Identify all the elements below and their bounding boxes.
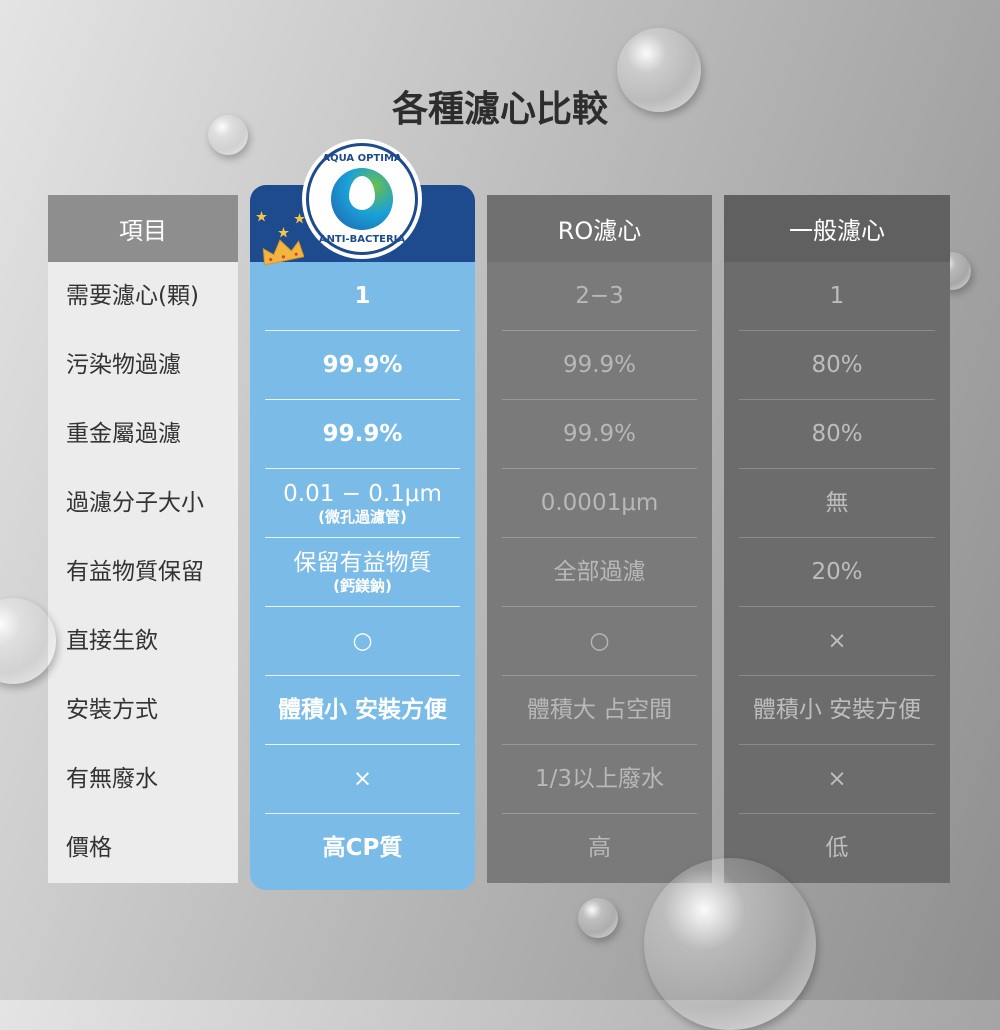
cell: 高CP質 bbox=[250, 814, 475, 883]
column-header: RO濾心 bbox=[487, 195, 712, 262]
row-label: 需要濾心(顆) bbox=[66, 283, 199, 310]
cell: 0.0001μm bbox=[487, 469, 712, 538]
cell: 高 bbox=[588, 835, 611, 862]
cell: 0.01 − 0.1μm (微孔過濾管) bbox=[250, 469, 475, 538]
cell: 99.9% bbox=[250, 331, 475, 400]
cell: 20% bbox=[724, 538, 950, 607]
cell-value: 0.01 − 0.1μm bbox=[283, 481, 442, 508]
row-label: 重金屬過濾 bbox=[66, 421, 181, 448]
row-label: 過濾分子大小 bbox=[66, 490, 204, 517]
cell: 1 bbox=[724, 262, 950, 331]
drop-shape bbox=[349, 176, 375, 210]
row-label: 有無廢水 bbox=[66, 766, 158, 793]
cell-value: × bbox=[352, 766, 373, 793]
logo-top-text: AQUA OPTIMA bbox=[322, 153, 402, 164]
page-title: 各種濾心比較 bbox=[391, 89, 608, 130]
cell: × bbox=[724, 745, 950, 814]
row-label: 直接生飲 bbox=[66, 628, 158, 655]
cell: 體積小 安裝方便 bbox=[724, 676, 950, 745]
row-label: 有益物質保留 bbox=[66, 559, 204, 586]
column-general-filter: 一般濾心 1 80% 80% 無 20% × 體積小 安裝方便 × 低 bbox=[724, 195, 950, 883]
cell: 99.9% bbox=[250, 400, 475, 469]
cell: 體積大 占空間 bbox=[487, 676, 712, 745]
water-bubble bbox=[208, 115, 248, 155]
logo-bottom-text: ANTI-BACTERIA bbox=[318, 234, 406, 245]
cell: 1 bbox=[250, 262, 475, 331]
star-icon bbox=[278, 227, 289, 238]
cell: × bbox=[250, 745, 475, 814]
cell: 80% bbox=[724, 331, 950, 400]
column-aqua-optima: AQUA OPTIMA ANTI-BACTERIA 1 99.9% 99.9% … bbox=[250, 143, 475, 890]
cell-subtext: (微孔過濾管) bbox=[318, 507, 407, 526]
star-icon bbox=[256, 211, 267, 222]
cell: 無 bbox=[724, 469, 950, 538]
cell: × bbox=[724, 607, 950, 676]
cell: 2−3 bbox=[487, 262, 712, 331]
row-label: 安裝方式 bbox=[66, 697, 158, 724]
cell: 1/3以上廢水 bbox=[487, 745, 712, 814]
cell-value: 高CP質 bbox=[322, 835, 403, 862]
cell: 低 bbox=[825, 835, 849, 862]
star-icon bbox=[294, 213, 305, 224]
water-bubble bbox=[578, 898, 618, 938]
column-header: 一般濾心 bbox=[724, 195, 950, 262]
cell: 99.9% bbox=[487, 400, 712, 469]
cell-value: ○ bbox=[352, 628, 373, 655]
column-items: 項目 需要濾心(顆) 污染物過濾 重金屬過濾 過濾分子大小 有益物質保留 直接生… bbox=[48, 195, 238, 883]
aqua-optima-logo: AQUA OPTIMA ANTI-BACTERIA bbox=[306, 143, 418, 255]
cell-value: 99.9% bbox=[322, 352, 403, 379]
column-header: AQUA OPTIMA ANTI-BACTERIA bbox=[250, 143, 475, 265]
cell: 80% bbox=[724, 400, 950, 469]
column-ro-filter: RO濾心 2−3 99.9% 99.9% 0.0001μm 全部過濾 ○ 體積大… bbox=[487, 195, 712, 883]
row-label: 污染物過濾 bbox=[66, 352, 181, 379]
cell: 99.9% bbox=[487, 331, 712, 400]
water-bubble bbox=[644, 858, 816, 1030]
cell: 保留有益物質 (鈣鎂鈉) bbox=[250, 538, 475, 607]
cell: ○ bbox=[487, 607, 712, 676]
cell-value: 1 bbox=[354, 283, 371, 310]
cell: 全部過濾 bbox=[487, 538, 712, 607]
crown-icon bbox=[262, 239, 304, 265]
cell-value: 體積小 安裝方便 bbox=[277, 697, 447, 724]
cell-subtext: (鈣鎂鈉) bbox=[333, 576, 392, 595]
cell: 體積小 安裝方便 bbox=[250, 676, 475, 745]
water-bubble bbox=[617, 28, 701, 112]
column-header: 項目 bbox=[48, 195, 238, 262]
cell: ○ bbox=[250, 607, 475, 676]
cell-value: 保留有益物質 bbox=[293, 550, 432, 577]
row-label: 價格 bbox=[66, 835, 112, 862]
cell-value: 99.9% bbox=[322, 421, 403, 448]
